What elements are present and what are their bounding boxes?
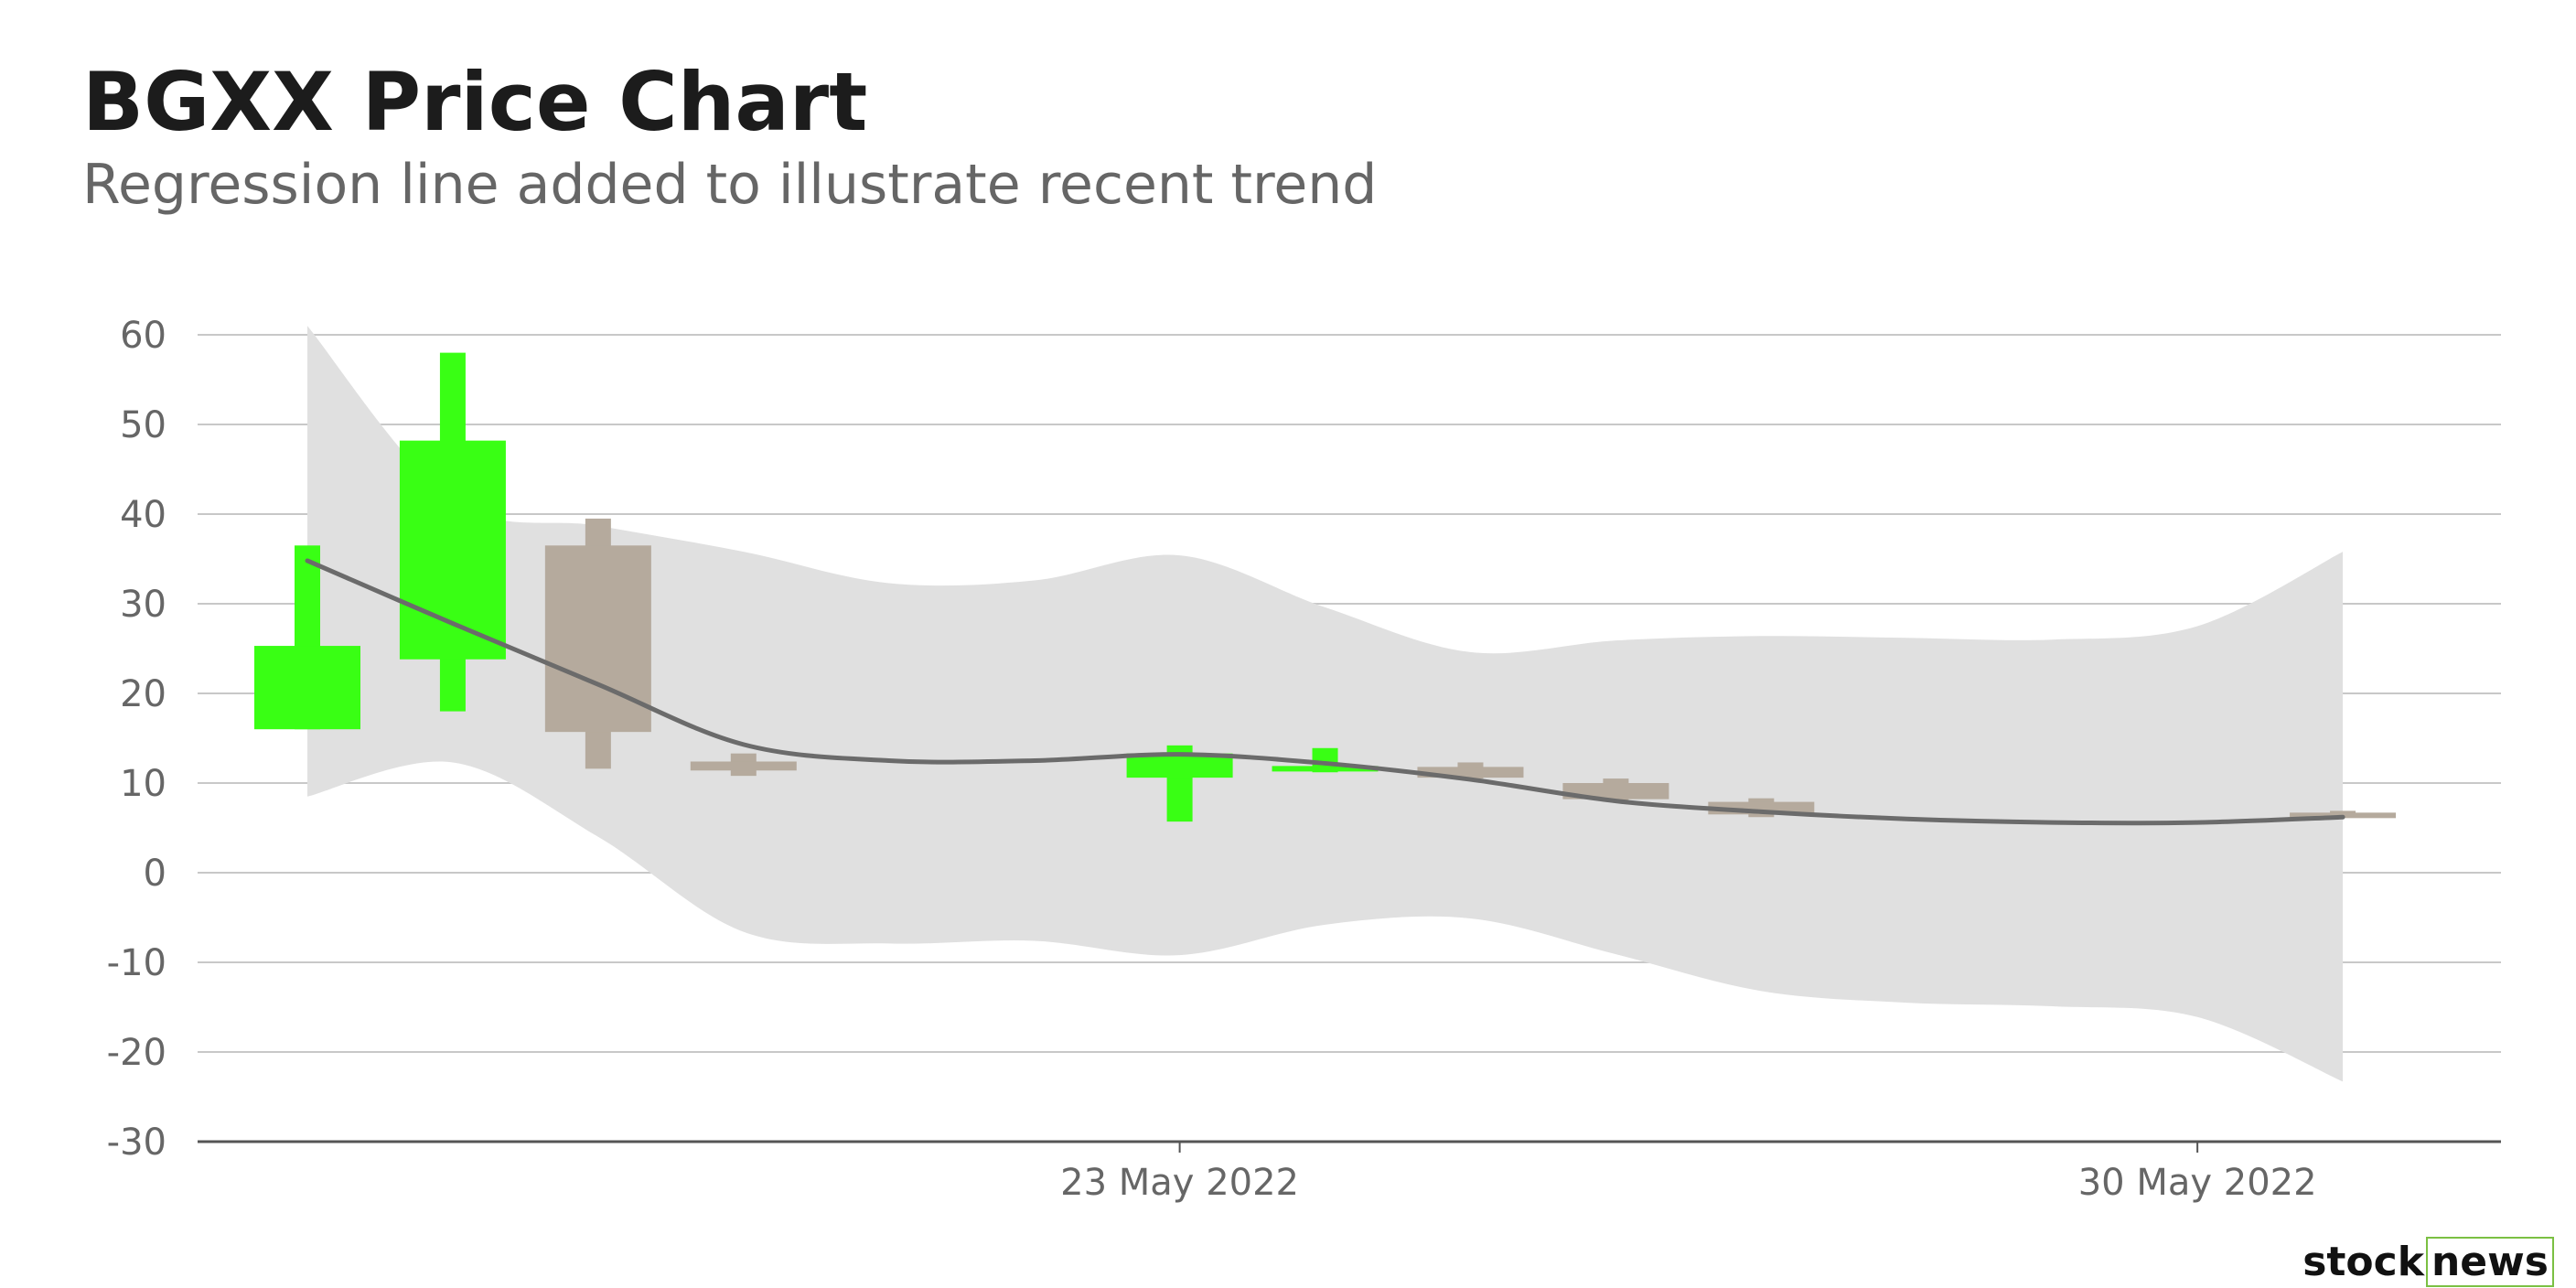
y-tick-label: 0 bbox=[144, 853, 166, 895]
candle bbox=[399, 352, 506, 712]
candle bbox=[1562, 778, 1669, 801]
candles-layer bbox=[254, 352, 2397, 822]
confidence-band-layer bbox=[307, 326, 2344, 1082]
candle bbox=[690, 753, 797, 777]
chart-subtitle: Regression line added to illustrate rece… bbox=[82, 153, 1378, 217]
y-tick-label: 30 bbox=[120, 584, 166, 626]
regression-line bbox=[305, 558, 2345, 826]
candle-body bbox=[690, 761, 797, 771]
candle bbox=[1272, 747, 1379, 773]
x-tick-label: 23 May 2022 bbox=[1060, 1162, 1299, 1204]
chart-title: BGXX Price Chart bbox=[82, 55, 868, 149]
logo-text-stock: stock bbox=[2302, 1239, 2424, 1285]
candle bbox=[544, 518, 651, 769]
y-tick-label: -10 bbox=[107, 942, 166, 984]
candle bbox=[1126, 745, 1233, 822]
candle-body bbox=[1562, 783, 1669, 800]
logo-text-news: news bbox=[2425, 1237, 2554, 1287]
confidence-band bbox=[307, 326, 2344, 1082]
y-tick-label: 40 bbox=[120, 494, 166, 536]
candle bbox=[1417, 762, 1524, 779]
y-tick-label: 50 bbox=[120, 404, 166, 446]
stocknews-logo: stock news bbox=[2302, 1237, 2554, 1287]
y-tick-label: 10 bbox=[120, 763, 166, 805]
candle bbox=[254, 545, 360, 730]
candle-body bbox=[1417, 767, 1524, 778]
candle-body bbox=[544, 545, 651, 733]
axis-layer: 60 50 40 30 20 10 0 -10 -20 -30 23 May 2022 30 May … bbox=[107, 315, 2501, 1204]
y-tick-label: -30 bbox=[107, 1122, 166, 1164]
regression-line-layer bbox=[305, 558, 2345, 826]
y-tick-label: 20 bbox=[120, 673, 166, 715]
y-tick-label: -20 bbox=[107, 1032, 166, 1074]
x-tick-label: 30 May 2022 bbox=[2078, 1162, 2317, 1204]
candle-body bbox=[254, 646, 360, 730]
candle-body bbox=[1272, 766, 1379, 772]
candle-body bbox=[399, 440, 506, 660]
y-tick-label: 60 bbox=[120, 315, 166, 357]
